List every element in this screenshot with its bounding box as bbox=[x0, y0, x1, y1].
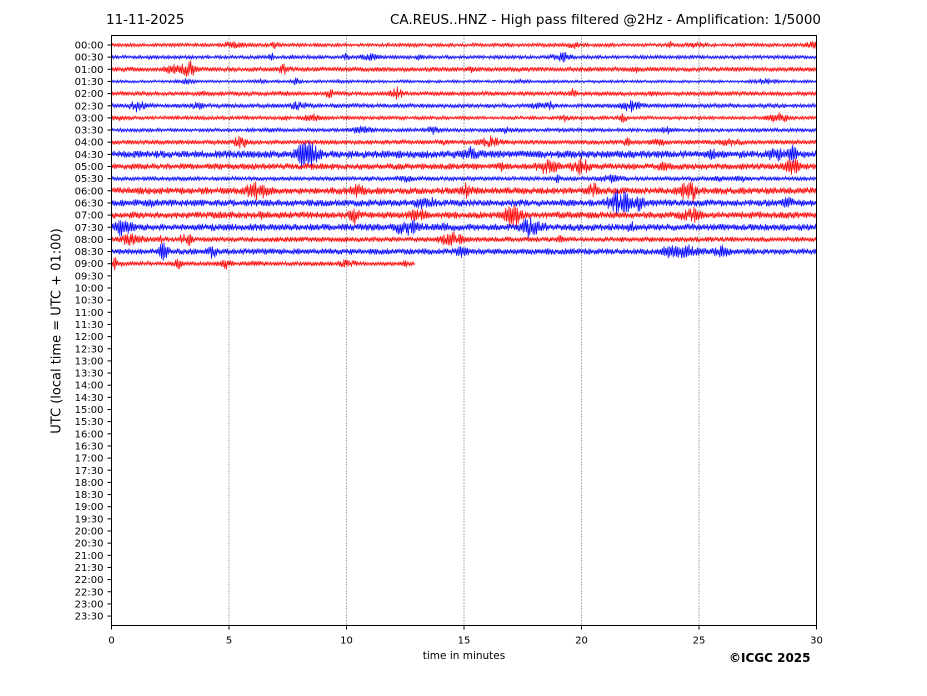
trace-0900 bbox=[111, 257, 415, 271]
y-tick-label-0100: 01:00 bbox=[75, 65, 104, 76]
trace-0330 bbox=[111, 125, 817, 135]
x-axis-label: time in minutes bbox=[422, 650, 506, 662]
y-tick-label-1200: 12:00 bbox=[75, 332, 104, 343]
y-tick-label-0200: 02:00 bbox=[75, 89, 104, 100]
x-tick-label-25: 25 bbox=[693, 636, 706, 647]
y-tick-label-1330: 13:30 bbox=[75, 369, 104, 380]
y-tick-label-1630: 16:30 bbox=[75, 441, 104, 452]
y-tick-label-0500: 05:00 bbox=[75, 162, 104, 173]
y-tick-label-2030: 20:30 bbox=[75, 539, 104, 550]
y-tick-label-2230: 22:30 bbox=[75, 587, 104, 598]
y-tick-label-1500: 15:00 bbox=[75, 405, 104, 416]
y-tick-label-0300: 03:00 bbox=[75, 113, 104, 124]
y-tick-label-0900: 09:00 bbox=[75, 259, 104, 270]
y-tick-label-2100: 21:00 bbox=[75, 551, 104, 562]
y-tick-label-0130: 01:30 bbox=[75, 77, 104, 88]
trace-0830 bbox=[111, 242, 817, 261]
y-tick-label-1900: 19:00 bbox=[75, 502, 104, 513]
y-tick-label-1700: 17:00 bbox=[75, 454, 104, 465]
x-tick-label-15: 15 bbox=[458, 636, 471, 647]
x-ticks-layer: 0 5 10 15 20 25 30 bbox=[108, 625, 823, 647]
y-tick-label-1930: 19:30 bbox=[75, 514, 104, 525]
y-tick-label-0530: 05:30 bbox=[75, 174, 104, 185]
y-tick-label-0030: 00:30 bbox=[75, 53, 104, 64]
y-tick-label-0930: 09:30 bbox=[75, 271, 104, 282]
y-tick-label-0230: 02:30 bbox=[75, 101, 104, 112]
trace-0800 bbox=[111, 231, 817, 246]
y-tick-label-1800: 18:00 bbox=[75, 478, 104, 489]
x-tick-label-0: 0 bbox=[108, 636, 114, 647]
y-tick-label-1130: 11:30 bbox=[75, 320, 104, 331]
y-tick-label-0000: 00:00 bbox=[75, 41, 104, 52]
y-tick-label-1000: 10:00 bbox=[75, 284, 104, 295]
y-tick-label-2000: 20:00 bbox=[75, 527, 104, 538]
chart-title: CA.REUS..HNZ - High pass filtered @2Hz -… bbox=[389, 12, 821, 28]
y-tick-label-0330: 03:30 bbox=[75, 126, 104, 137]
y-tick-label-2130: 21:30 bbox=[75, 563, 104, 574]
y-tick-label-0730: 07:30 bbox=[75, 223, 104, 234]
y-tick-label-2330: 23:30 bbox=[75, 612, 104, 623]
trace-0500 bbox=[111, 157, 817, 176]
trace-0400 bbox=[111, 135, 817, 149]
y-tick-label-1730: 17:30 bbox=[75, 466, 104, 477]
trace-0530 bbox=[111, 173, 817, 184]
y-tick-label-2200: 22:00 bbox=[75, 575, 104, 586]
y-tick-label-0830: 08:30 bbox=[75, 247, 104, 258]
x-tick-label-10: 10 bbox=[340, 636, 353, 647]
x-tick-label-30: 30 bbox=[810, 636, 823, 647]
grid-layer bbox=[228, 35, 700, 626]
trace-0730 bbox=[111, 217, 817, 239]
y-tick-label-1230: 12:30 bbox=[75, 344, 104, 355]
y-tick-label-1100: 11:00 bbox=[75, 308, 104, 319]
y-tick-label-1430: 14:30 bbox=[75, 393, 104, 404]
date-label: 11-11-2025 bbox=[106, 12, 185, 28]
copyright-label: ©ICGC 2025 bbox=[729, 651, 811, 665]
y-tick-label-1530: 15:30 bbox=[75, 417, 104, 428]
y-tick-label-0400: 04:00 bbox=[75, 138, 104, 149]
y-tick-label-0800: 08:00 bbox=[75, 235, 104, 246]
y-tick-label-2300: 23:00 bbox=[75, 599, 104, 610]
y-tick-label-1300: 13:00 bbox=[75, 356, 104, 367]
y-tick-label-0700: 07:00 bbox=[75, 211, 104, 222]
y-tick-label-1030: 10:30 bbox=[75, 296, 104, 307]
y-tick-label-1830: 18:30 bbox=[75, 490, 104, 501]
y-tick-label-1400: 14:00 bbox=[75, 381, 104, 392]
y-tick-label-0600: 06:00 bbox=[75, 186, 104, 197]
y-tick-label-0430: 04:30 bbox=[75, 150, 104, 161]
trace-0100 bbox=[111, 60, 817, 77]
y-tick-label-0630: 06:30 bbox=[75, 198, 104, 209]
x-tick-label-20: 20 bbox=[575, 636, 588, 647]
x-tick-label-5: 5 bbox=[226, 636, 232, 647]
y-tick-label-1600: 16:00 bbox=[75, 429, 104, 440]
